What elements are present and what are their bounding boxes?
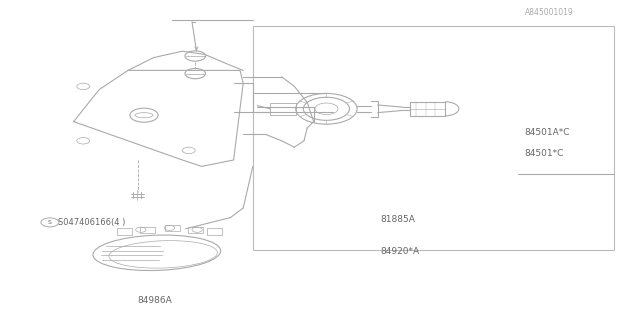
Text: 84920*A: 84920*A	[381, 247, 420, 256]
Bar	[253, 26, 614, 250]
Bar	[270, 103, 296, 115]
Text: S: S	[48, 220, 52, 225]
Text: 84986A: 84986A	[138, 296, 172, 305]
Text: 84501*C: 84501*C	[525, 149, 564, 158]
Bar	[188, 227, 203, 233]
Text: A845001019: A845001019	[525, 8, 573, 17]
Bar	[117, 228, 132, 235]
Bar	[140, 227, 155, 233]
Bar	[165, 225, 180, 231]
Text: 81885A: 81885A	[381, 215, 415, 224]
Bar	[410, 102, 445, 116]
Bar	[207, 228, 222, 235]
Text: 84501A*C: 84501A*C	[525, 128, 570, 137]
Text: S047406166(4 ): S047406166(4 )	[58, 218, 125, 227]
